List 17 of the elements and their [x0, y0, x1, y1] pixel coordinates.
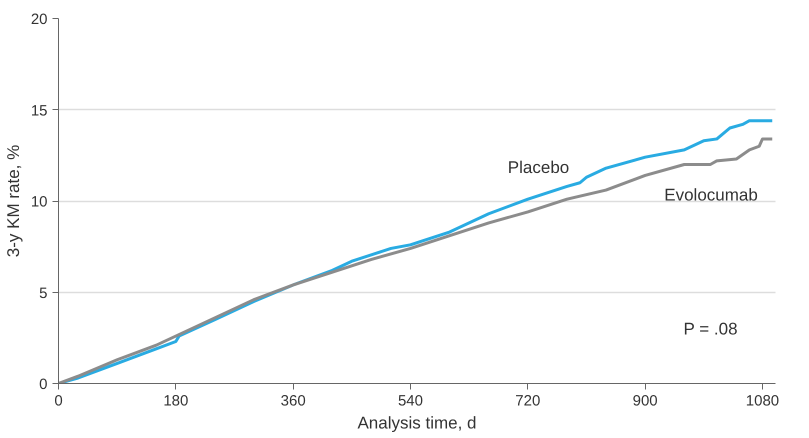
x-tick-label: 900: [632, 392, 658, 410]
x-tick-label: 0: [54, 392, 63, 410]
y-tick-label: 0: [39, 376, 48, 393]
x-tick-label: 360: [280, 392, 306, 410]
annotation: P = .08: [684, 320, 738, 338]
series-label: Placebo: [508, 158, 570, 178]
x-axis-title: Analysis time, d: [357, 414, 477, 432]
y-tick-label: 10: [30, 194, 48, 210]
y-tick-label: 5: [39, 284, 48, 302]
x-tick-label: 180: [163, 392, 188, 410]
series-label: Evolocumab: [664, 186, 758, 204]
y-axis-title: 3-y KM rate, %: [4, 144, 23, 258]
x-tick-label: 1080: [746, 392, 780, 410]
x-tick-label: 720: [515, 392, 540, 410]
y-tick-label: 15: [30, 102, 48, 120]
x-tick-label: 540: [398, 392, 423, 410]
y-tick-label: 20: [30, 11, 48, 28]
